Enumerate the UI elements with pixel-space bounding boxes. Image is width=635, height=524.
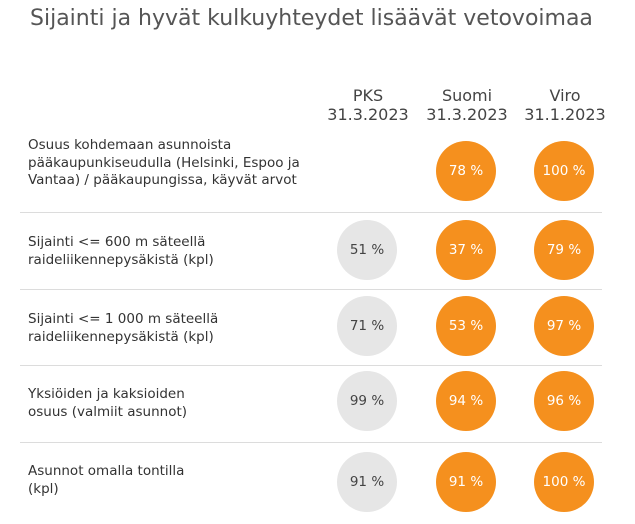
label-line: (kpl): [28, 480, 59, 497]
value-circle-suomi: 78 %: [436, 141, 496, 201]
value-circle-viro: 97 %: [534, 296, 594, 356]
value-circle-viro: 96 %: [534, 371, 594, 431]
column-header-suomi: Suomi 31.3.2023: [412, 86, 522, 124]
row-divider: [20, 365, 602, 366]
value-circle-suomi: 53 %: [436, 296, 496, 356]
column-date: 31.1.2023: [524, 105, 606, 124]
column-name: Suomi: [441, 86, 493, 105]
value-circle-viro: 100 %: [534, 141, 594, 201]
value-circle-pks: 71 %: [337, 296, 397, 356]
label-line: Vantaa) / pääkaupungissa, käyvät arvot: [28, 172, 297, 188]
value-circle-viro: 79 %: [534, 220, 594, 280]
label-line: Yksiöiden ja kaksioiden: [28, 386, 185, 402]
label-line: raideliikennepysäkistä (kpl): [28, 328, 214, 345]
column-header-viro: Viro 31.1.2023: [510, 86, 620, 124]
row-label: Yksiöiden ja kaksioiden osuus (valmiit a…: [28, 386, 328, 421]
label-line: Sijainti <= 1 000 m säteellä: [28, 311, 219, 327]
page-title: Sijainti ja hyvät kulkuyhteydet lisäävät…: [30, 6, 593, 31]
row-label: Sijainti <= 600 m säteellä raideliikenne…: [28, 234, 328, 269]
label-line: pääkaupunkiseudulla (Helsinki, Espoo ja: [28, 154, 300, 171]
value-circle-viro: 100 %: [534, 452, 594, 512]
label-line: Sijainti <= 600 m säteellä: [28, 234, 206, 250]
column-date: 31.3.2023: [327, 105, 409, 124]
label-line: raideliikennepysäkistä (kpl): [28, 251, 214, 268]
value-circle-suomi: 91 %: [436, 452, 496, 512]
label-line: Osuus kohdemaan asunnoista: [28, 137, 232, 153]
column-name: Viro: [549, 86, 581, 105]
value-circle-suomi: 94 %: [436, 371, 496, 431]
value-circle-pks: 51 %: [337, 220, 397, 280]
label-line: Asunnot omalla tontilla: [28, 463, 185, 479]
row-divider: [20, 212, 602, 213]
label-line: osuus (valmiit asunnot): [28, 403, 188, 420]
column-name: PKS: [352, 86, 384, 105]
row-divider: [20, 442, 602, 443]
value-circle-pks: 99 %: [337, 371, 397, 431]
row-label: Osuus kohdemaan asunnoista pääkaupunkise…: [28, 137, 328, 190]
row-divider: [20, 289, 602, 290]
column-date: 31.3.2023: [426, 105, 508, 124]
value-circle-suomi: 37 %: [436, 220, 496, 280]
row-label: Asunnot omalla tontilla (kpl): [28, 463, 328, 498]
row-label: Sijainti <= 1 000 m säteellä raideliiken…: [28, 311, 328, 346]
value-circle-pks: 91 %: [337, 452, 397, 512]
column-header-pks: PKS 31.3.2023: [313, 86, 423, 124]
